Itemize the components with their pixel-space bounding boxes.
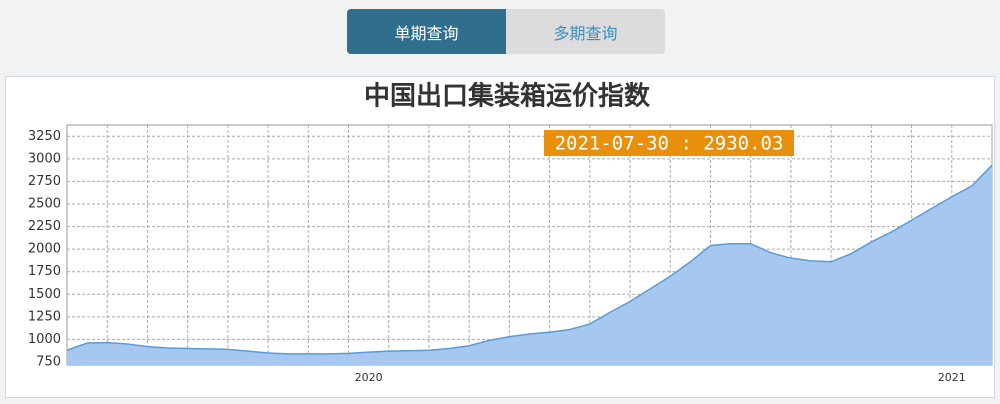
x-tick-label: 2020	[355, 371, 383, 384]
x-tick-label: 2021	[938, 371, 966, 384]
y-tick-label: 2000	[28, 242, 61, 257]
y-tick-label: 3000	[28, 151, 61, 166]
area-line	[66, 164, 993, 355]
tab-bar: 单期查询 多期查询	[347, 9, 665, 54]
y-tick-label: 1000	[28, 332, 61, 347]
tab[interactable]: 多期查询	[506, 9, 665, 54]
y-tick-label: 1250	[28, 309, 61, 324]
y-tick-label: 750	[36, 355, 61, 370]
y-tick-label: 1750	[28, 264, 61, 279]
chart-title: 中国出口集装箱运价指数	[364, 81, 651, 112]
annotation-box	[544, 130, 794, 156]
y-tick-label: 3250	[28, 129, 61, 144]
y-tick-label: 2250	[28, 219, 61, 234]
y-tick-label: 2750	[28, 174, 61, 189]
annotation: 2021-07-30 : 2930.03	[555, 133, 784, 155]
y-tick-label: 1500	[28, 287, 61, 302]
y-tick-label: 2500	[28, 197, 61, 212]
tab[interactable]: 单期查询	[347, 9, 506, 54]
area	[67, 165, 992, 365]
